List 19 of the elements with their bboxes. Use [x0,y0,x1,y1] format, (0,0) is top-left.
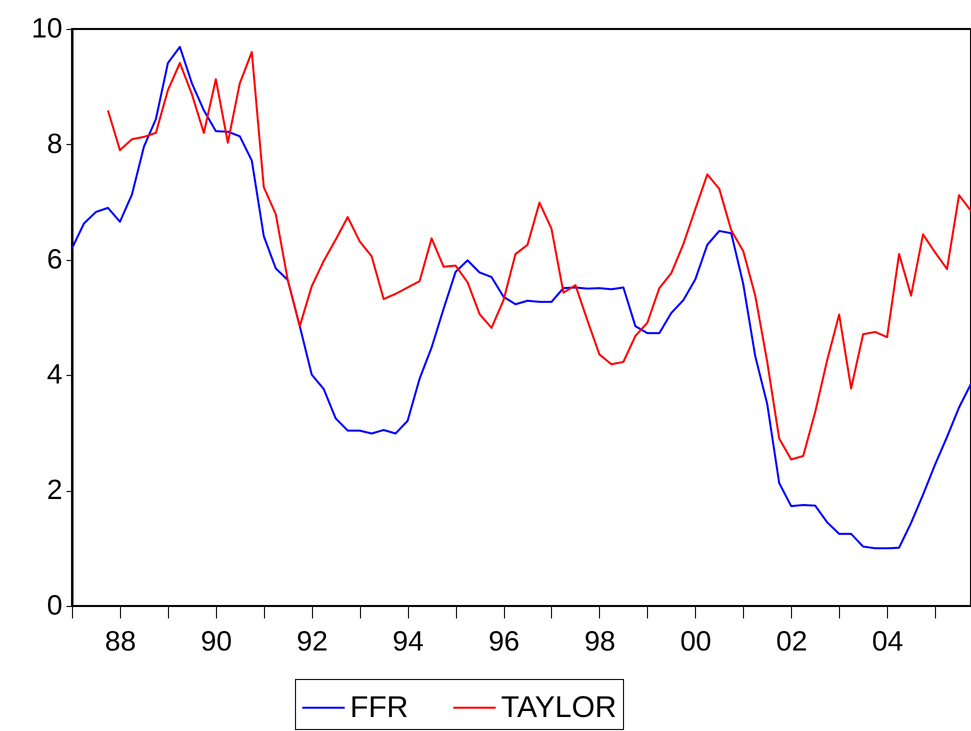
x-tick-label: 88 [104,626,136,656]
x-tick-label: 02 [776,626,808,656]
y-tick-label: 10 [31,12,62,44]
x-tick-label: 96 [488,626,520,656]
x-tick-label: 04 [872,626,904,656]
line-series [71,46,971,550]
x-tick-label: 98 [584,626,616,656]
y-tick-label: 6 [46,243,62,274]
legend-label: FFR [350,690,408,724]
x-tick-label: 94 [392,626,424,656]
legend-label: TAYLOR [501,690,617,724]
y-tick-label: 2 [46,474,62,506]
x-tick-label: 90 [200,626,232,656]
x-tick-label: 00 [680,626,712,656]
x-tick-label: 92 [296,626,328,656]
line-series [106,51,971,460]
y-tick-label: 0 [46,590,62,620]
y-tick-label: 8 [46,128,62,159]
y-tick-label: 4 [46,358,62,390]
